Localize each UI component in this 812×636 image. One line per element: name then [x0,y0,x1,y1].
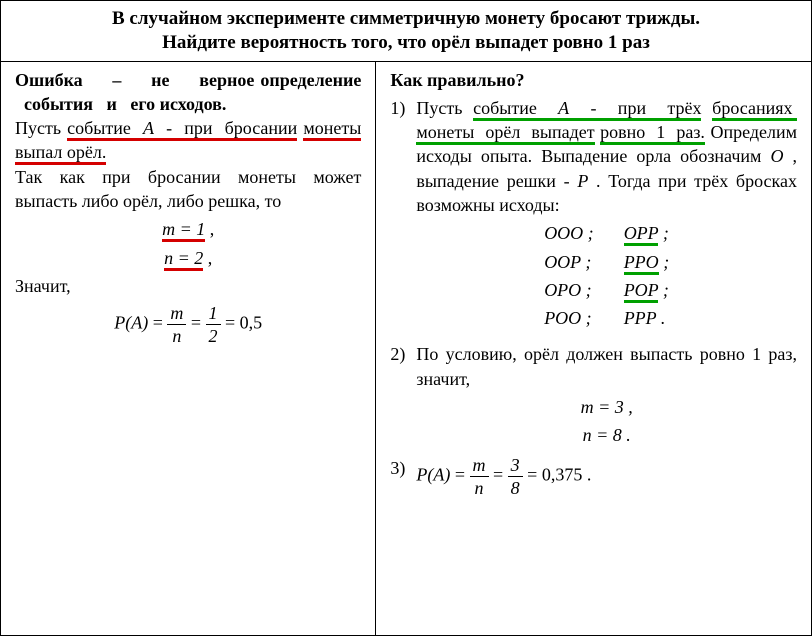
frac-m-n-right: m n [470,456,489,497]
n-equals-2: n = 2 [164,248,203,271]
correct-steps: 1) Пусть событие A - при трёх бросаниях … [390,96,797,497]
outcome: OOP ; [544,250,594,274]
wrong-reasoning: Так как при бросании монеты может выпаст… [15,165,361,214]
problem-title: В случайном эксперименте симметричную мо… [1,1,811,62]
outcome: POP ; [624,278,670,302]
outcomes-grid: OOO ; OPP ; OOP ; PPO ; OPO ; POP ; POO … [416,221,797,330]
frac-m-n: m n [167,304,186,345]
m-equals-1: m = 1 [162,219,205,242]
outcome: OPO ; [544,278,594,302]
m-equals-3: m = 3 , [581,397,633,417]
mistake-heading: Ошибка – не верное определение события и… [15,68,361,117]
columns: Ошибка – не верное определение события и… [1,62,811,636]
wrong-underline: событие A - при бросании [67,118,297,141]
frac-3-8: 3 8 [508,456,523,497]
outcome: PPP . [624,306,670,330]
mistake-word: Ошибка [15,70,83,90]
znachit: Значит, [15,274,361,298]
mistake-column: Ошибка – не верное определение события и… [1,62,376,636]
wrong-event-def: Пусть событие A - при бросании монеты вы… [15,116,361,165]
outcome: OOO ; [544,221,594,245]
n-equals-8: n = 8 . [583,425,631,445]
outcome: OPP ; [624,221,670,245]
step-1: 1) Пусть событие A - при трёх бросаниях … [390,96,797,339]
wrong-formula: P(A) = m n = 1 2 = 0,5 [15,304,361,345]
title-line-1: В случайном эксперименте симметричную мо… [13,7,799,31]
step-2: 2) По условию, орёл должен выпасть ровно… [390,342,797,451]
outcome: PPO ; [624,250,670,274]
step-3: 3) P(A) = m n = 3 8 = [390,456,797,497]
wrong-m-n: m = 1 , n = 2 , [15,217,361,270]
document-page: В случайном эксперименте симметричную мо… [0,0,812,636]
frac-1-2: 1 2 [206,304,221,345]
correct-underline-3: ровно 1 раз. [600,122,705,145]
title-line-2: Найдите вероятность того, что орёл выпад… [13,31,799,55]
correct-heading: Как правильно? [390,68,797,92]
correct-underline: событие A - при трёх [473,98,701,121]
correct-column: Как правильно? 1) Пусть событие A - при … [376,62,811,636]
outcome: POO ; [544,306,594,330]
